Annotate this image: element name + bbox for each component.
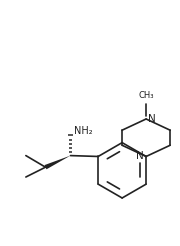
Text: N: N — [148, 114, 156, 124]
Text: N: N — [136, 151, 144, 161]
Text: NH₂: NH₂ — [74, 126, 93, 137]
Text: CH₃: CH₃ — [138, 91, 154, 100]
Polygon shape — [44, 155, 71, 169]
